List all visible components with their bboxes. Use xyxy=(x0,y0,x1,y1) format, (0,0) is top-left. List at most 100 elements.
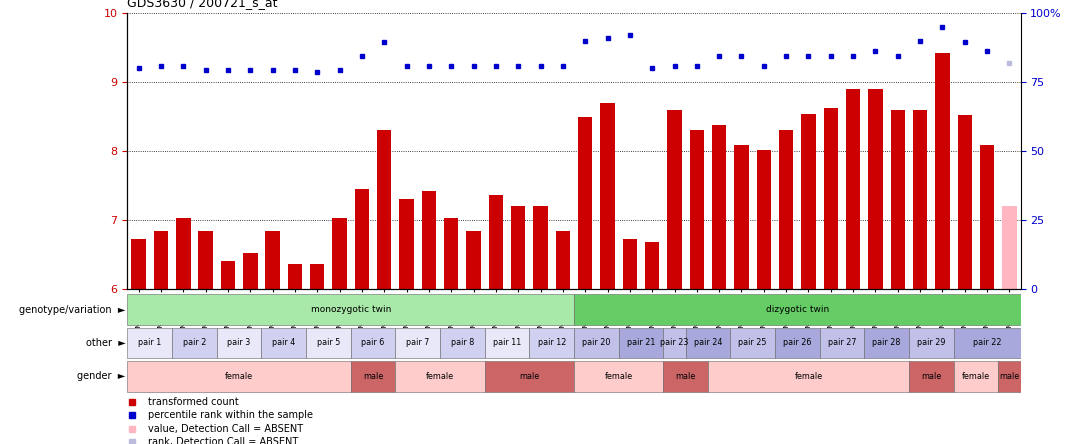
Bar xyxy=(645,242,660,289)
Bar xyxy=(132,239,146,289)
Bar xyxy=(954,361,998,392)
Bar xyxy=(958,115,972,289)
Bar xyxy=(600,103,615,289)
Bar xyxy=(980,146,995,289)
Bar xyxy=(529,328,575,358)
Text: pair 5: pair 5 xyxy=(316,338,340,348)
Text: female: female xyxy=(795,372,823,381)
Bar xyxy=(534,206,548,289)
Text: pair 29: pair 29 xyxy=(917,338,945,348)
Bar xyxy=(127,361,351,392)
Text: female: female xyxy=(605,372,633,381)
Text: pair 20: pair 20 xyxy=(582,338,610,348)
Text: pair 2: pair 2 xyxy=(183,338,206,348)
Text: pair 11: pair 11 xyxy=(492,338,522,348)
Text: pair 1: pair 1 xyxy=(138,338,161,348)
Text: pair 3: pair 3 xyxy=(228,338,251,348)
Text: pair 25: pair 25 xyxy=(739,338,767,348)
Bar xyxy=(127,294,575,325)
Text: genotype/variation  ►: genotype/variation ► xyxy=(19,305,125,315)
Bar xyxy=(578,117,593,289)
Bar xyxy=(868,89,882,289)
Bar xyxy=(891,110,905,289)
Text: monozygotic twin: monozygotic twin xyxy=(311,305,391,314)
Text: percentile rank within the sample: percentile rank within the sample xyxy=(148,410,312,420)
Bar xyxy=(708,361,909,392)
Bar xyxy=(663,328,686,358)
Text: pair 22: pair 22 xyxy=(973,338,1001,348)
Bar xyxy=(421,191,436,289)
Text: pair 8: pair 8 xyxy=(450,338,474,348)
Bar xyxy=(779,131,794,289)
Text: pair 21: pair 21 xyxy=(626,338,656,348)
Bar xyxy=(511,206,526,289)
Bar xyxy=(909,361,954,392)
Bar xyxy=(395,361,485,392)
Bar xyxy=(400,199,414,289)
Text: pair 7: pair 7 xyxy=(406,338,430,348)
Text: pair 23: pair 23 xyxy=(660,338,689,348)
Bar xyxy=(667,110,681,289)
Bar xyxy=(488,195,503,289)
Bar xyxy=(199,231,213,289)
Bar xyxy=(485,361,575,392)
Bar xyxy=(377,131,391,289)
Text: male: male xyxy=(999,372,1020,381)
Text: other  ►: other ► xyxy=(85,338,125,348)
Bar xyxy=(846,89,861,289)
Bar xyxy=(575,328,619,358)
Bar xyxy=(467,231,481,289)
Bar xyxy=(998,361,1021,392)
Bar xyxy=(622,239,637,289)
Text: pair 26: pair 26 xyxy=(783,338,811,348)
Bar xyxy=(153,231,168,289)
Bar xyxy=(440,328,485,358)
Bar xyxy=(575,294,1021,325)
Text: pair 6: pair 6 xyxy=(362,338,384,348)
Bar xyxy=(333,218,347,289)
Bar xyxy=(351,361,395,392)
Text: pair 12: pair 12 xyxy=(538,338,566,348)
Bar xyxy=(266,231,280,289)
Bar xyxy=(663,361,708,392)
Text: pair 24: pair 24 xyxy=(693,338,723,348)
Bar xyxy=(734,146,748,289)
Bar xyxy=(176,218,190,289)
Bar xyxy=(619,328,663,358)
Bar xyxy=(351,328,395,358)
Text: rank, Detection Call = ABSENT: rank, Detection Call = ABSENT xyxy=(148,437,298,444)
Bar xyxy=(775,328,820,358)
Bar xyxy=(909,328,954,358)
Bar xyxy=(730,328,775,358)
Text: male: male xyxy=(676,372,696,381)
Bar xyxy=(689,131,704,289)
Bar xyxy=(310,264,324,289)
Bar xyxy=(444,218,459,289)
Bar xyxy=(354,190,369,289)
Text: female: female xyxy=(962,372,990,381)
Text: female: female xyxy=(225,372,253,381)
Bar xyxy=(935,53,949,289)
Text: dizygotic twin: dizygotic twin xyxy=(766,305,829,314)
Text: transformed count: transformed count xyxy=(148,397,239,407)
Text: male: male xyxy=(363,372,383,381)
Text: male: male xyxy=(519,372,540,381)
Bar xyxy=(127,328,172,358)
Bar xyxy=(575,361,663,392)
Bar xyxy=(287,264,302,289)
Bar xyxy=(220,261,235,289)
Text: pair 27: pair 27 xyxy=(827,338,856,348)
Bar xyxy=(1002,206,1016,289)
Bar xyxy=(172,328,217,358)
Bar xyxy=(757,150,771,289)
Bar xyxy=(395,328,440,358)
Bar xyxy=(820,328,864,358)
Text: female: female xyxy=(426,372,454,381)
Bar xyxy=(824,108,838,289)
Text: gender  ►: gender ► xyxy=(77,371,125,381)
Bar xyxy=(306,328,351,358)
Bar xyxy=(913,110,928,289)
Bar xyxy=(485,328,529,358)
Text: pair 4: pair 4 xyxy=(272,338,295,348)
Bar xyxy=(555,231,570,289)
